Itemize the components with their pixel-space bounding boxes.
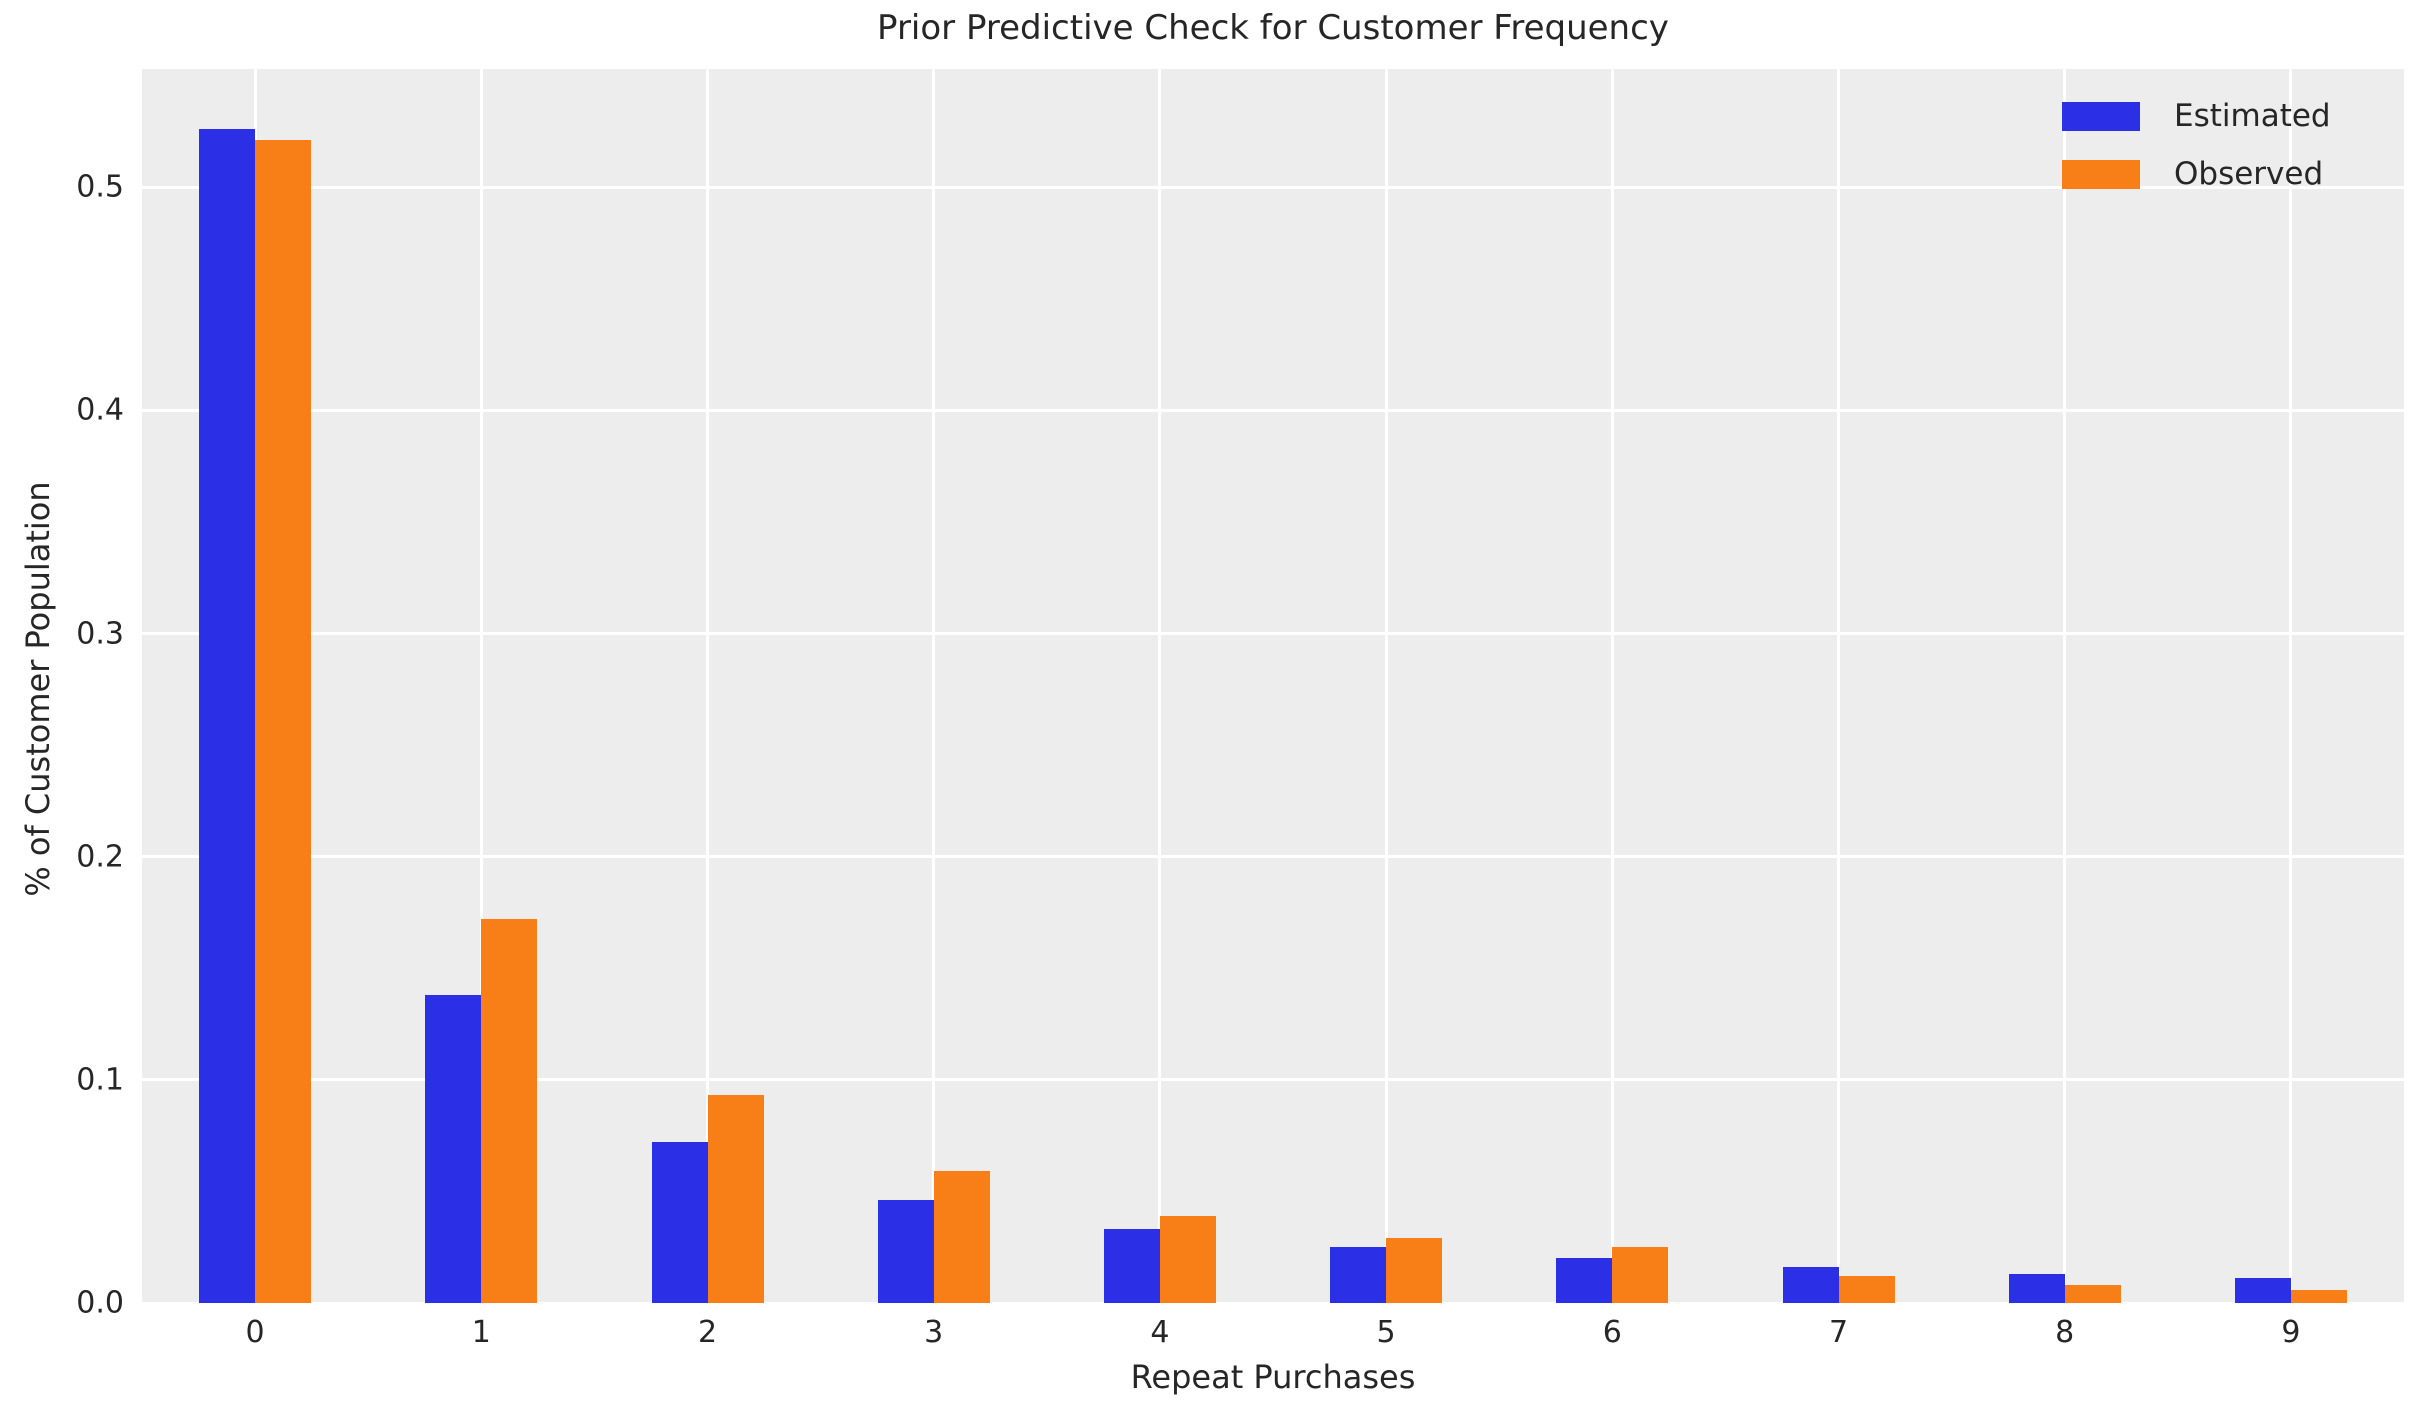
bar-estimated-1 xyxy=(425,995,482,1303)
bar-estimated-0 xyxy=(199,129,256,1303)
x-tick-label: 5 xyxy=(1376,1315,1396,1350)
x-tick-label: 9 xyxy=(2281,1315,2301,1350)
legend-label-observed: Observed xyxy=(2174,156,2324,192)
bar-observed-4 xyxy=(1159,1215,1216,1303)
x-tick-label: 1 xyxy=(471,1315,491,1350)
bar-observed-1 xyxy=(481,919,538,1303)
gridline-vertical xyxy=(2063,69,2067,1303)
bar-estimated-8 xyxy=(2008,1274,2065,1303)
x-tick-label: 7 xyxy=(1828,1315,1849,1350)
x-axis-label: Repeat Purchases xyxy=(1130,1358,1416,1396)
y-tick-label: 0.3 xyxy=(76,616,124,652)
gridline-vertical xyxy=(1384,69,1388,1303)
legend-swatch-estimated xyxy=(2062,101,2140,131)
x-tick-label: 0 xyxy=(245,1315,265,1350)
gridline-vertical xyxy=(932,69,936,1303)
y-tick-label: 0.4 xyxy=(76,392,124,428)
bar-observed-6 xyxy=(1612,1247,1669,1303)
bar-estimated-3 xyxy=(877,1200,934,1303)
bar-estimated-6 xyxy=(1556,1258,1613,1303)
y-tick-label: 0.1 xyxy=(76,1062,124,1098)
chart-title: Prior Predictive Check for Customer Freq… xyxy=(877,8,1669,48)
y-tick-label: 0.2 xyxy=(76,839,124,875)
bar-estimated-4 xyxy=(1103,1229,1160,1303)
gridline-vertical xyxy=(479,69,483,1303)
gridline-horizontal xyxy=(142,185,2404,189)
gridline-horizontal xyxy=(142,1301,2404,1305)
y-tick-label: 0.0 xyxy=(76,1285,124,1321)
bar-observed-0 xyxy=(255,140,312,1303)
gridline-vertical xyxy=(1837,69,1840,1303)
gridline-horizontal xyxy=(142,408,2404,412)
bar-observed-2 xyxy=(707,1095,764,1303)
y-tick-label: 0.5 xyxy=(76,169,124,205)
bar-observed-5 xyxy=(1386,1238,1443,1303)
x-tick-label: 4 xyxy=(1150,1315,1170,1350)
gridline-horizontal xyxy=(142,855,2404,859)
gridline-vertical xyxy=(1610,69,1614,1303)
bar-estimated-9 xyxy=(2234,1278,2291,1303)
legend-swatch-observed xyxy=(2062,159,2140,189)
x-tick-label: 8 xyxy=(2055,1315,2075,1350)
gridline-horizontal xyxy=(142,1078,2404,1082)
bar-observed-9 xyxy=(2290,1289,2347,1303)
bar-estimated-7 xyxy=(1782,1267,1839,1303)
legend: Estimated Observed xyxy=(2062,98,2331,214)
y-axis-label: % of Customer Population xyxy=(19,481,57,897)
legend-item-observed: Observed xyxy=(2062,156,2331,192)
bar-observed-7 xyxy=(1838,1276,1895,1303)
x-tick-label: 6 xyxy=(1602,1315,1622,1350)
legend-label-estimated: Estimated xyxy=(2174,98,2331,134)
bar-observed-8 xyxy=(2064,1285,2121,1303)
gridline-horizontal xyxy=(142,632,2404,636)
x-tick-label: 3 xyxy=(924,1315,944,1350)
legend-item-estimated: Estimated xyxy=(2062,98,2331,134)
gridline-vertical xyxy=(706,69,709,1303)
bar-estimated-2 xyxy=(651,1142,708,1303)
bar-observed-3 xyxy=(933,1171,990,1303)
x-tick-label: 2 xyxy=(697,1315,718,1350)
bar-estimated-5 xyxy=(1330,1247,1387,1303)
gridline-vertical xyxy=(2289,69,2293,1303)
gridline-vertical xyxy=(1158,69,1162,1303)
plot-area xyxy=(142,69,2404,1305)
